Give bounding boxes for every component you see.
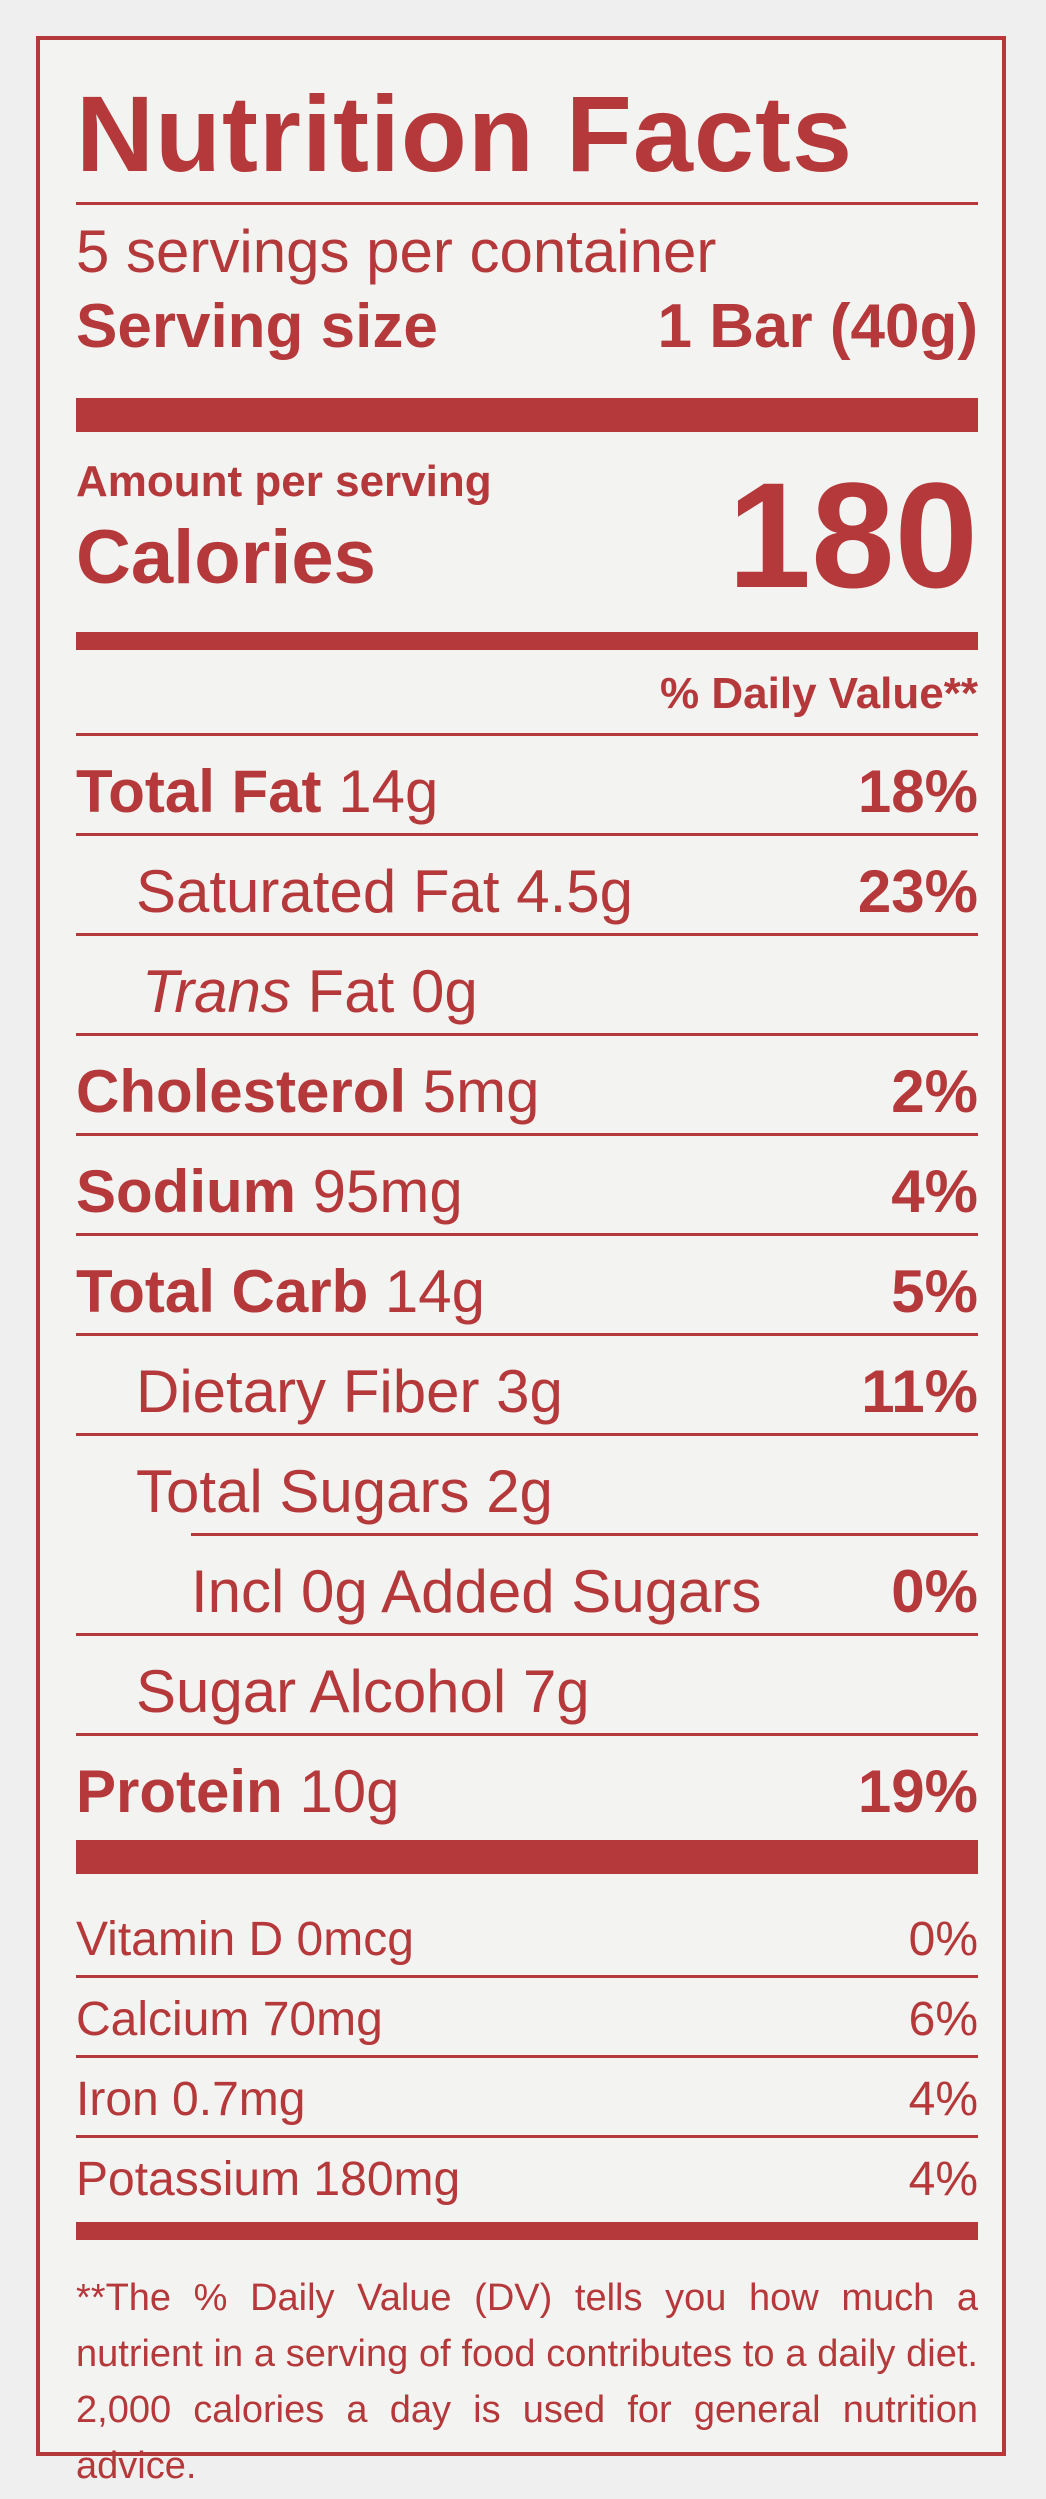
vitamin-row-potassium: Potassium 180mg 4% <box>76 2138 978 2218</box>
nutrient-row-cholesterol: Cholesterol 5mg 2% <box>76 1036 978 1136</box>
vitamin-row-iron: Iron 0.7mg 4% <box>76 2058 978 2138</box>
row-divider <box>76 1333 978 1336</box>
nutrient-row-sodium: Sodium 95mg 4% <box>76 1136 978 1236</box>
nutrient-label: Sugar Alcohol 7g <box>136 1658 590 1725</box>
nutrient-label: Total Fat 14g <box>76 758 439 825</box>
nutrient-label: Total Sugars 2g <box>136 1458 553 1525</box>
vitamin-dv: 0% <box>908 1913 978 1966</box>
row-divider <box>76 1433 978 1436</box>
nutrient-label: Protein 10g <box>76 1758 400 1825</box>
nutrient-row-trans-fat: Trans Fat 0g <box>76 936 978 1036</box>
divider-thick <box>76 398 978 432</box>
row-divider <box>76 1133 978 1136</box>
vitamin-label: Calcium 70mg <box>76 1993 383 2046</box>
vitamin-label: Iron 0.7mg <box>76 2073 306 2126</box>
nutrient-row-total-carb: Total Carb 14g 5% <box>76 1236 978 1336</box>
nutrition-facts-panel: Nutrition Facts 5 servings per container… <box>36 36 1006 2487</box>
amount-per-serving: Amount per serving <box>76 457 492 506</box>
panel-title: Nutrition Facts <box>76 73 854 194</box>
vitamin-label: Potassium 180mg <box>76 2153 461 2206</box>
serving-size-value: 1 Bar (40g) <box>657 292 978 361</box>
divider-thin <box>76 733 978 736</box>
vitamin-dv: 6% <box>908 1993 978 2046</box>
nutrient-dv: 18% <box>857 758 978 825</box>
nutrient-label: Sodium 95mg <box>76 1158 463 1225</box>
nutrient-label: Incl 0g Added Sugars <box>191 1558 762 1625</box>
divider-medium <box>76 632 978 650</box>
nutrient-row-saturated-fat: Saturated Fat 4.5g 23% <box>76 836 978 936</box>
nutrient-dv: 19% <box>857 1758 978 1825</box>
nutrient-label: Total Carb 14g <box>76 1258 486 1325</box>
nutrient-dv: 5% <box>891 1258 978 1325</box>
divider-medium <box>76 2222 978 2240</box>
vitamin-dv: 4% <box>908 2073 978 2126</box>
nutrient-row-total-fat: Total Fat 14g 18% <box>76 736 978 836</box>
daily-value-header: % Daily Value** <box>660 669 978 718</box>
nutrient-label: Saturated Fat 4.5g <box>136 858 633 925</box>
nutrient-dv: 0% <box>891 1558 978 1625</box>
nutrient-row-total-sugars: Total Sugars 2g <box>76 1436 978 1536</box>
vitamin-row-vitamin-d: Vitamin D 0mcg 0% <box>76 1898 978 1978</box>
nutrient-row-sugar-alcohol: Sugar Alcohol 7g <box>76 1636 978 1736</box>
row-divider <box>76 933 978 936</box>
row-divider <box>76 2055 978 2058</box>
nutrient-dv: 11% <box>861 1358 978 1425</box>
row-divider <box>191 1533 978 1536</box>
row-divider <box>76 1033 978 1036</box>
serving-size-label: Serving size <box>76 292 438 361</box>
row-divider <box>76 1633 978 1636</box>
nutrient-row-protein: Protein 10g 19% <box>76 1736 978 1836</box>
daily-value-footnote: **The % Daily Value (DV) tells you how m… <box>76 2277 978 2487</box>
row-divider <box>76 833 978 836</box>
row-divider <box>76 1233 978 1236</box>
nutrient-row-added-sugars: Incl 0g Added Sugars 0% <box>76 1536 978 1636</box>
servings-per-container: 5 servings per container <box>76 218 717 285</box>
divider-thick <box>76 1840 978 1874</box>
row-divider <box>76 1733 978 1736</box>
nutrient-dv: 4% <box>891 1158 978 1225</box>
vitamin-label: Vitamin D 0mcg <box>76 1913 414 1966</box>
vitamin-dv: 4% <box>908 2153 978 2206</box>
nutrient-row-dietary-fiber: Dietary Fiber 3g 11% <box>76 1336 978 1436</box>
row-divider <box>76 1975 978 1978</box>
row-divider <box>76 2135 978 2138</box>
nutrient-dv: 23% <box>857 858 978 925</box>
nutrient-label: Trans Fat 0g <box>142 958 478 1025</box>
nutrient-dv: 2% <box>891 1058 978 1125</box>
vitamin-row-calcium: Calcium 70mg 6% <box>76 1978 978 2058</box>
calories-label: Calories <box>76 515 376 600</box>
calories-value: 180 <box>727 451 978 619</box>
nutrient-label: Cholesterol 5mg <box>76 1058 540 1125</box>
nutrient-label: Dietary Fiber 3g <box>136 1358 563 1425</box>
divider-thin <box>76 202 978 205</box>
